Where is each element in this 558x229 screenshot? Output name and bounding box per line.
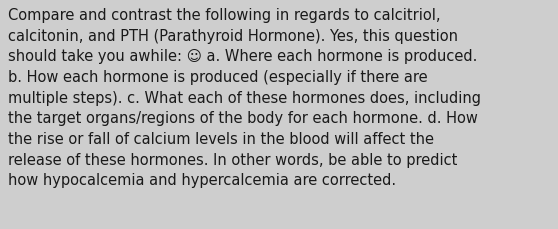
- Text: Compare and contrast the following in regards to calcitriol,
calcitonin, and PTH: Compare and contrast the following in re…: [8, 8, 482, 187]
